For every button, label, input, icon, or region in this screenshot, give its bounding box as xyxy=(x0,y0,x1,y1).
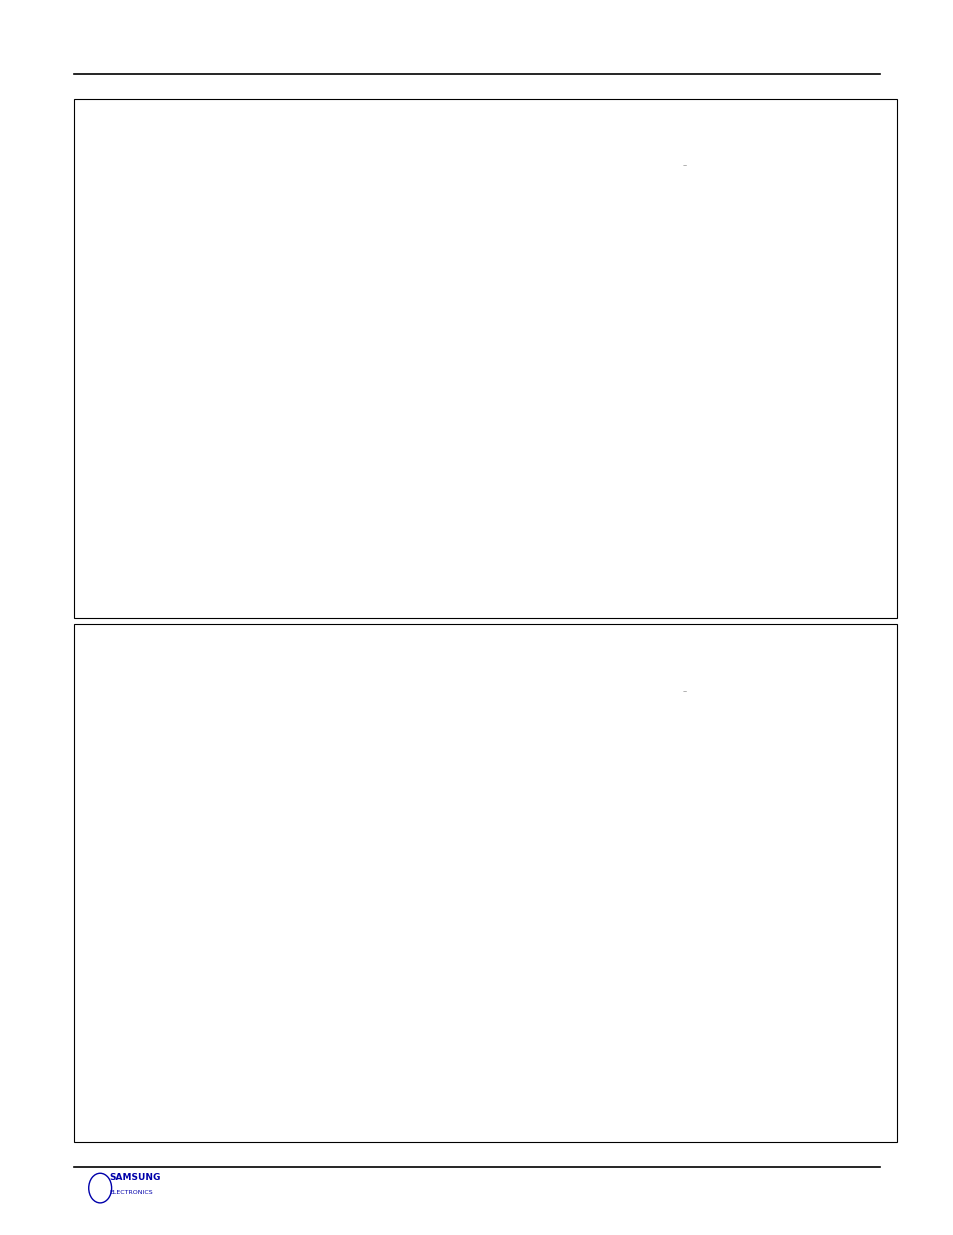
Text: SAMSUNG: SAMSUNG xyxy=(110,1173,161,1182)
Text: ELECTRONICS: ELECTRONICS xyxy=(110,1191,153,1195)
Text: –: – xyxy=(682,161,686,170)
Bar xyxy=(132,189,246,315)
Bar xyxy=(132,714,246,840)
Bar xyxy=(709,714,860,840)
Bar xyxy=(709,189,860,315)
Text: –: – xyxy=(682,687,686,697)
